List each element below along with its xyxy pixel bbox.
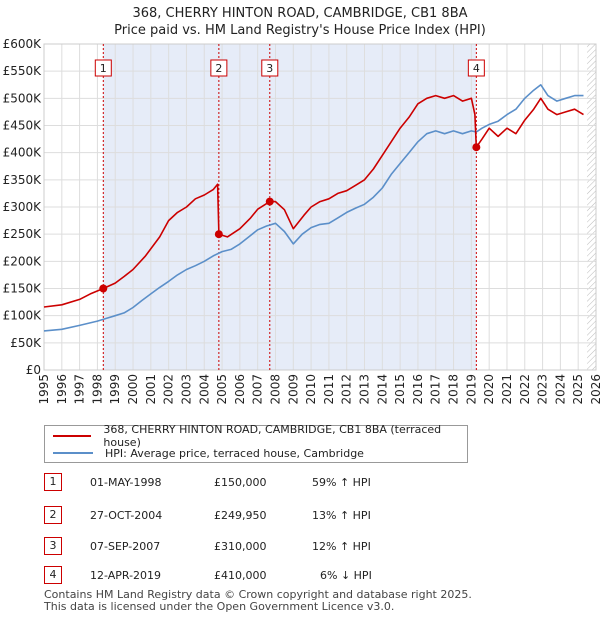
legend-item-hpi: HPI: Average price, terraced house, Camb… <box>53 446 364 460</box>
sale-price: £310,000 <box>214 540 267 553</box>
footer-license: This data is licensed under the Open Gov… <box>44 600 395 613</box>
y-tick-label: £100K <box>3 309 43 323</box>
sale-price: £410,000 <box>214 569 267 582</box>
footer-copyright: Contains HM Land Registry data © Crown c… <box>44 588 472 601</box>
chart-subtitle: Price paid vs. HM Land Registry's House … <box>114 23 486 38</box>
sale-point <box>472 143 481 152</box>
x-tick-label: 2018 <box>447 374 461 405</box>
x-tick-label: 2024 <box>553 374 567 405</box>
hpi-line <box>43 84 584 332</box>
x-tick-label: 2025 <box>571 374 585 405</box>
x-tick-label: 2023 <box>536 374 550 405</box>
sale-row: 4 12-APR-2019 £410,000 6% ↓ HPI <box>0 566 600 586</box>
sale-badge: 4 <box>44 566 62 584</box>
y-tick-label: £200K <box>3 254 43 268</box>
x-tick-label: 2008 <box>268 374 282 405</box>
footer: Contains HM Land Registry data © Crown c… <box>44 589 472 613</box>
legend-swatch-price <box>53 435 92 437</box>
y-tick-label: £50K <box>10 336 42 350</box>
sale-row: 1 01-MAY-1998 £150,000 59% ↑ HPI <box>0 473 600 493</box>
x-tick-label: 2009 <box>286 374 300 405</box>
sale-badge: 3 <box>44 537 62 555</box>
x-tick-label: 2020 <box>482 374 496 405</box>
chart-title: 368, CHERRY HINTON ROAD, CAMBRIDGE, CB1 … <box>132 6 468 21</box>
sale-badge: 2 <box>44 506 62 524</box>
sale-hpi: 12% ↑ HPI <box>312 540 371 553</box>
price-chart: £0 £50K £100K £150K £200K £250K £300K £350K £400… <box>3 37 600 405</box>
legend-swatch-hpi <box>53 452 93 454</box>
y-tick-label: £250K <box>3 227 43 241</box>
y-tick-label: £350K <box>3 173 43 187</box>
x-tick-label: 2006 <box>233 374 247 405</box>
price-paid-line <box>43 94 584 308</box>
sale-date: 27-OCT-2004 <box>90 509 163 522</box>
x-tick-label: 2017 <box>429 374 443 405</box>
sale-point <box>214 230 223 239</box>
sale-hpi: 6% ↓ HPI <box>320 569 372 582</box>
x-tick-label: 1996 <box>55 374 69 405</box>
x-tick-label: 2014 <box>375 374 389 405</box>
sale-price: £150,000 <box>214 476 267 489</box>
sale-date: 12-APR-2019 <box>90 569 162 582</box>
legend: 368, CHERRY HINTON ROAD, CAMBRIDGE, CB1 … <box>44 423 468 463</box>
sale-point <box>265 197 274 206</box>
y-tick-label: £500K <box>3 91 43 105</box>
x-tick-label: 2011 <box>322 374 336 405</box>
x-tick-label: 2002 <box>162 374 176 405</box>
x-tick-label: 1995 <box>37 374 51 405</box>
sale-label-box <box>467 59 485 77</box>
sale-label-box <box>261 59 279 77</box>
y-tick-label: £0 <box>26 363 41 377</box>
x-tick-label: 1999 <box>108 374 122 405</box>
legend-item-price: 368, CHERRY HINTON ROAD, CAMBRIDGE, CB1 … <box>53 423 467 449</box>
sale-label-number: 4 <box>473 62 480 75</box>
y-tick-label: £600K <box>3 37 43 51</box>
x-tick-label: 2013 <box>358 374 372 405</box>
legend-label-price: 368, CHERRY HINTON ROAD, CAMBRIDGE, CB1 … <box>103 423 442 449</box>
x-tick-label: 2001 <box>144 374 158 405</box>
sale-label-box <box>94 59 112 77</box>
x-tick-label: 2019 <box>464 374 478 405</box>
x-tick-label: 2026 <box>589 374 600 405</box>
sale-row: 3 07-SEP-2007 £310,000 12% ↑ HPI <box>0 537 600 557</box>
sale-hpi: 59% ↑ HPI <box>312 476 371 489</box>
sale-price: £249,950 <box>214 509 267 522</box>
y-tick-label: £550K <box>3 64 43 78</box>
sale-label-number: 3 <box>266 62 273 75</box>
x-tick-label: 1997 <box>73 374 87 405</box>
sale-row: 2 27-OCT-2004 £249,950 13% ↑ HPI <box>0 506 600 526</box>
x-tick-label: 2015 <box>393 374 407 405</box>
y-tick-label: £400K <box>3 146 43 160</box>
x-tick-label: 1998 <box>90 374 104 405</box>
x-tick-label: 2012 <box>340 374 354 405</box>
plot-frame <box>43 43 597 371</box>
x-tick-label: 2004 <box>197 374 211 405</box>
sale-badge: 1 <box>44 473 62 491</box>
x-tick-label: 2021 <box>500 374 514 405</box>
sale-hpi: 13% ↑ HPI <box>312 509 371 522</box>
sale-point <box>99 284 108 293</box>
x-tick-label: 2010 <box>304 374 318 405</box>
x-tick-label: 2000 <box>126 374 140 405</box>
y-tick-label: £450K <box>3 119 43 133</box>
legend-label-hpi: HPI: Average price, terraced house, Camb… <box>105 446 364 460</box>
sale-label-number: 2 <box>215 62 222 75</box>
sale-label-number: 1 <box>100 62 107 75</box>
sale-date: 07-SEP-2007 <box>90 540 161 553</box>
x-tick-label: 2016 <box>411 374 425 405</box>
x-tick-label: 2022 <box>518 374 532 405</box>
y-tick-label: £150K <box>3 282 43 296</box>
sale-label-box <box>210 59 228 77</box>
x-tick-label: 2005 <box>215 374 229 405</box>
sale-date: 01-MAY-1998 <box>90 476 162 489</box>
x-tick-label: 2007 <box>251 374 265 405</box>
x-tick-label: 2003 <box>179 374 193 405</box>
y-tick-label: £300K <box>3 200 43 214</box>
